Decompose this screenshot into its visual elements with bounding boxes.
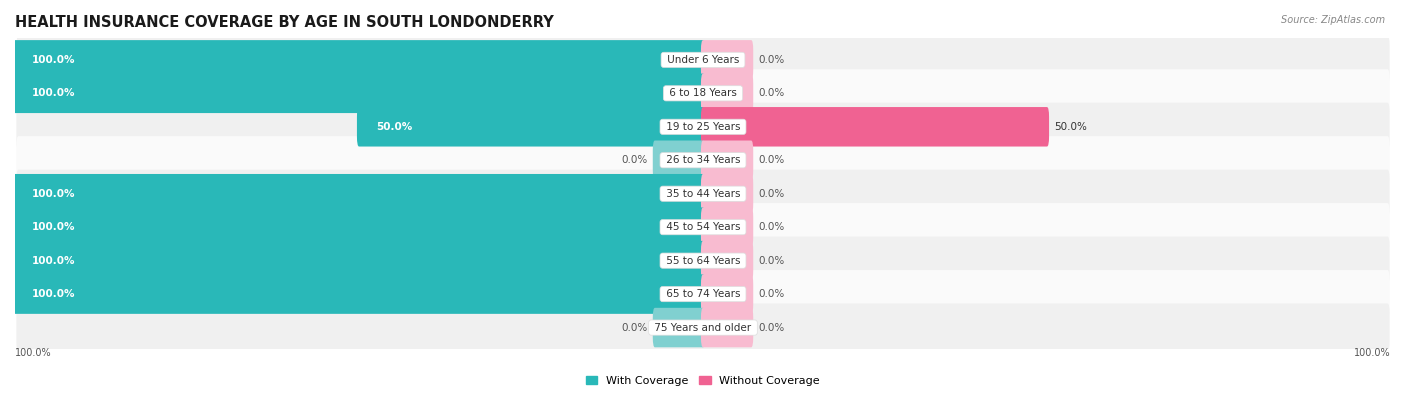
FancyBboxPatch shape (17, 103, 1389, 151)
Text: Source: ZipAtlas.com: Source: ZipAtlas.com (1281, 15, 1385, 24)
Text: 6 to 18 Years: 6 to 18 Years (666, 88, 740, 98)
Text: 45 to 54 Years: 45 to 54 Years (662, 222, 744, 232)
Text: 55 to 64 Years: 55 to 64 Years (662, 256, 744, 266)
FancyBboxPatch shape (702, 208, 754, 247)
Text: 0.0%: 0.0% (621, 322, 648, 332)
Text: 26 to 34 Years: 26 to 34 Years (662, 155, 744, 165)
FancyBboxPatch shape (702, 107, 1049, 146)
Text: 75 Years and older: 75 Years and older (651, 322, 755, 332)
Text: 0.0%: 0.0% (758, 155, 785, 165)
FancyBboxPatch shape (652, 141, 704, 180)
Text: 0.0%: 0.0% (758, 222, 785, 232)
Text: 50.0%: 50.0% (1054, 122, 1087, 132)
FancyBboxPatch shape (17, 69, 1389, 117)
FancyBboxPatch shape (702, 274, 754, 314)
Text: 100.0%: 100.0% (15, 348, 52, 358)
Text: 100.0%: 100.0% (1354, 348, 1391, 358)
FancyBboxPatch shape (17, 170, 1389, 218)
Text: Under 6 Years: Under 6 Years (664, 55, 742, 65)
FancyBboxPatch shape (17, 303, 1389, 352)
Text: 0.0%: 0.0% (758, 55, 785, 65)
Text: 0.0%: 0.0% (621, 155, 648, 165)
Text: 0.0%: 0.0% (758, 256, 785, 266)
Text: 100.0%: 100.0% (32, 88, 76, 98)
Text: 100.0%: 100.0% (32, 222, 76, 232)
FancyBboxPatch shape (702, 174, 754, 213)
FancyBboxPatch shape (702, 141, 754, 180)
Text: 0.0%: 0.0% (758, 289, 785, 299)
FancyBboxPatch shape (13, 241, 704, 281)
Text: 35 to 44 Years: 35 to 44 Years (662, 189, 744, 199)
FancyBboxPatch shape (17, 270, 1389, 318)
FancyBboxPatch shape (17, 136, 1389, 184)
Text: 100.0%: 100.0% (32, 189, 76, 199)
FancyBboxPatch shape (357, 107, 704, 146)
Text: 65 to 74 Years: 65 to 74 Years (662, 289, 744, 299)
Text: 50.0%: 50.0% (377, 122, 412, 132)
Text: 19 to 25 Years: 19 to 25 Years (662, 122, 744, 132)
Text: 100.0%: 100.0% (32, 289, 76, 299)
FancyBboxPatch shape (13, 174, 704, 213)
Text: 0.0%: 0.0% (758, 189, 785, 199)
FancyBboxPatch shape (702, 73, 754, 113)
FancyBboxPatch shape (13, 40, 704, 80)
FancyBboxPatch shape (13, 208, 704, 247)
FancyBboxPatch shape (17, 237, 1389, 285)
FancyBboxPatch shape (702, 241, 754, 281)
Text: 100.0%: 100.0% (32, 55, 76, 65)
Text: 0.0%: 0.0% (758, 322, 785, 332)
Text: HEALTH INSURANCE COVERAGE BY AGE IN SOUTH LONDONDERRY: HEALTH INSURANCE COVERAGE BY AGE IN SOUT… (15, 15, 554, 30)
FancyBboxPatch shape (13, 274, 704, 314)
FancyBboxPatch shape (652, 308, 704, 347)
FancyBboxPatch shape (702, 40, 754, 80)
Text: 0.0%: 0.0% (758, 88, 785, 98)
Text: 100.0%: 100.0% (32, 256, 76, 266)
FancyBboxPatch shape (702, 308, 754, 347)
FancyBboxPatch shape (17, 36, 1389, 84)
FancyBboxPatch shape (17, 203, 1389, 251)
Legend: With Coverage, Without Coverage: With Coverage, Without Coverage (582, 371, 824, 391)
FancyBboxPatch shape (13, 73, 704, 113)
